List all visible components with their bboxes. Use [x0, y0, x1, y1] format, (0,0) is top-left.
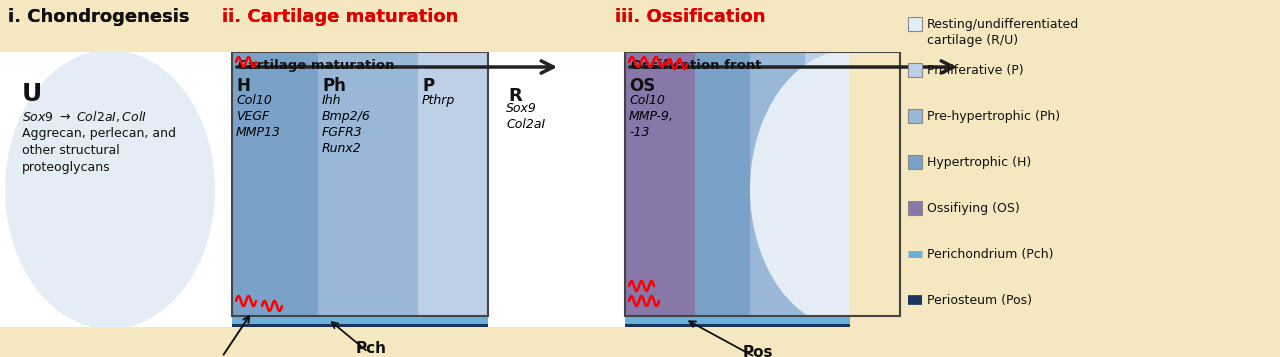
Text: Hypertrophic (H): Hypertrophic (H): [927, 156, 1032, 169]
Text: Ihh: Ihh: [323, 94, 342, 107]
Text: i. Chondrogenesis: i. Chondrogenesis: [8, 8, 189, 26]
Text: Proliferative (P): Proliferative (P): [927, 64, 1024, 77]
Text: iii. Ossification: iii. Ossification: [614, 8, 765, 26]
Text: Ph: Ph: [323, 77, 346, 95]
Text: Pos: Pos: [742, 345, 773, 357]
Text: Col2aI: Col2aI: [506, 118, 545, 131]
Bar: [0, 327, 1280, 357]
Bar: [0, 52, 870, 327]
Text: Runx2: Runx2: [323, 142, 362, 155]
Text: R: R: [508, 87, 522, 105]
Text: Pch: Pch: [356, 341, 387, 356]
Ellipse shape: [5, 50, 215, 329]
Bar: [908, 155, 922, 169]
Bar: [232, 324, 488, 327]
Bar: [232, 52, 488, 316]
Bar: [908, 109, 922, 123]
Text: H: H: [236, 77, 250, 95]
Text: VEGF: VEGF: [236, 110, 269, 123]
Text: ii. Cartilage maturation: ii. Cartilage maturation: [221, 8, 458, 26]
Text: MMP13: MMP13: [236, 126, 282, 139]
Bar: [625, 324, 900, 327]
Text: Ossification front: Ossification front: [631, 59, 762, 72]
Bar: [419, 52, 488, 327]
Text: Col10: Col10: [236, 94, 271, 107]
Bar: [232, 316, 488, 324]
Text: iii. Ossification: iii. Ossification: [614, 8, 765, 26]
Text: Pre-hypertrophic (Ph): Pre-hypertrophic (Ph): [927, 110, 1060, 123]
Text: Resting/undifferentiated
cartilage (R/U): Resting/undifferentiated cartilage (R/U): [927, 18, 1079, 47]
Bar: [908, 63, 922, 77]
Text: Pthrp: Pthrp: [422, 94, 456, 107]
Bar: [0, 0, 1280, 52]
Bar: [625, 316, 900, 324]
Bar: [850, 50, 970, 329]
Bar: [805, 52, 855, 327]
Text: Cartilage maturation: Cartilage maturation: [238, 59, 394, 72]
Text: MMP-9,: MMP-9,: [628, 110, 673, 123]
Text: Ossifiying (OS): Ossifiying (OS): [927, 202, 1020, 215]
Text: P: P: [422, 77, 434, 95]
Text: proteoglycans: proteoglycans: [22, 161, 110, 174]
Text: Bmp2/6: Bmp2/6: [323, 110, 371, 123]
Bar: [908, 201, 922, 215]
Text: Perichondrium (Pch): Perichondrium (Pch): [927, 248, 1053, 261]
Text: -13: -13: [628, 126, 649, 139]
Bar: [317, 52, 419, 327]
Text: $Sox9$ $\rightarrow$ $Col2aI, ColI$: $Sox9$ $\rightarrow$ $Col2aI, ColI$: [22, 109, 147, 124]
Text: Sox9: Sox9: [506, 102, 536, 115]
Bar: [0, 0, 870, 52]
Bar: [908, 17, 922, 31]
Bar: [625, 52, 900, 316]
Bar: [750, 52, 805, 327]
Text: ii. Cartilage maturation: ii. Cartilage maturation: [221, 8, 458, 26]
Bar: [625, 52, 695, 327]
Text: Aggrecan, perlecan, and: Aggrecan, perlecan, and: [22, 127, 177, 140]
Bar: [855, 52, 900, 327]
Ellipse shape: [750, 50, 950, 329]
Text: Col10: Col10: [628, 94, 664, 107]
Text: i. Chondrogenesis: i. Chondrogenesis: [8, 8, 189, 26]
Text: OS: OS: [628, 77, 655, 95]
Text: FGFR3: FGFR3: [323, 126, 362, 139]
Text: other structural: other structural: [22, 144, 120, 157]
Bar: [695, 52, 750, 327]
Bar: [0, 327, 870, 357]
Text: U: U: [22, 82, 42, 106]
Text: Periosteum (Pos): Periosteum (Pos): [927, 294, 1032, 307]
Bar: [232, 52, 317, 327]
